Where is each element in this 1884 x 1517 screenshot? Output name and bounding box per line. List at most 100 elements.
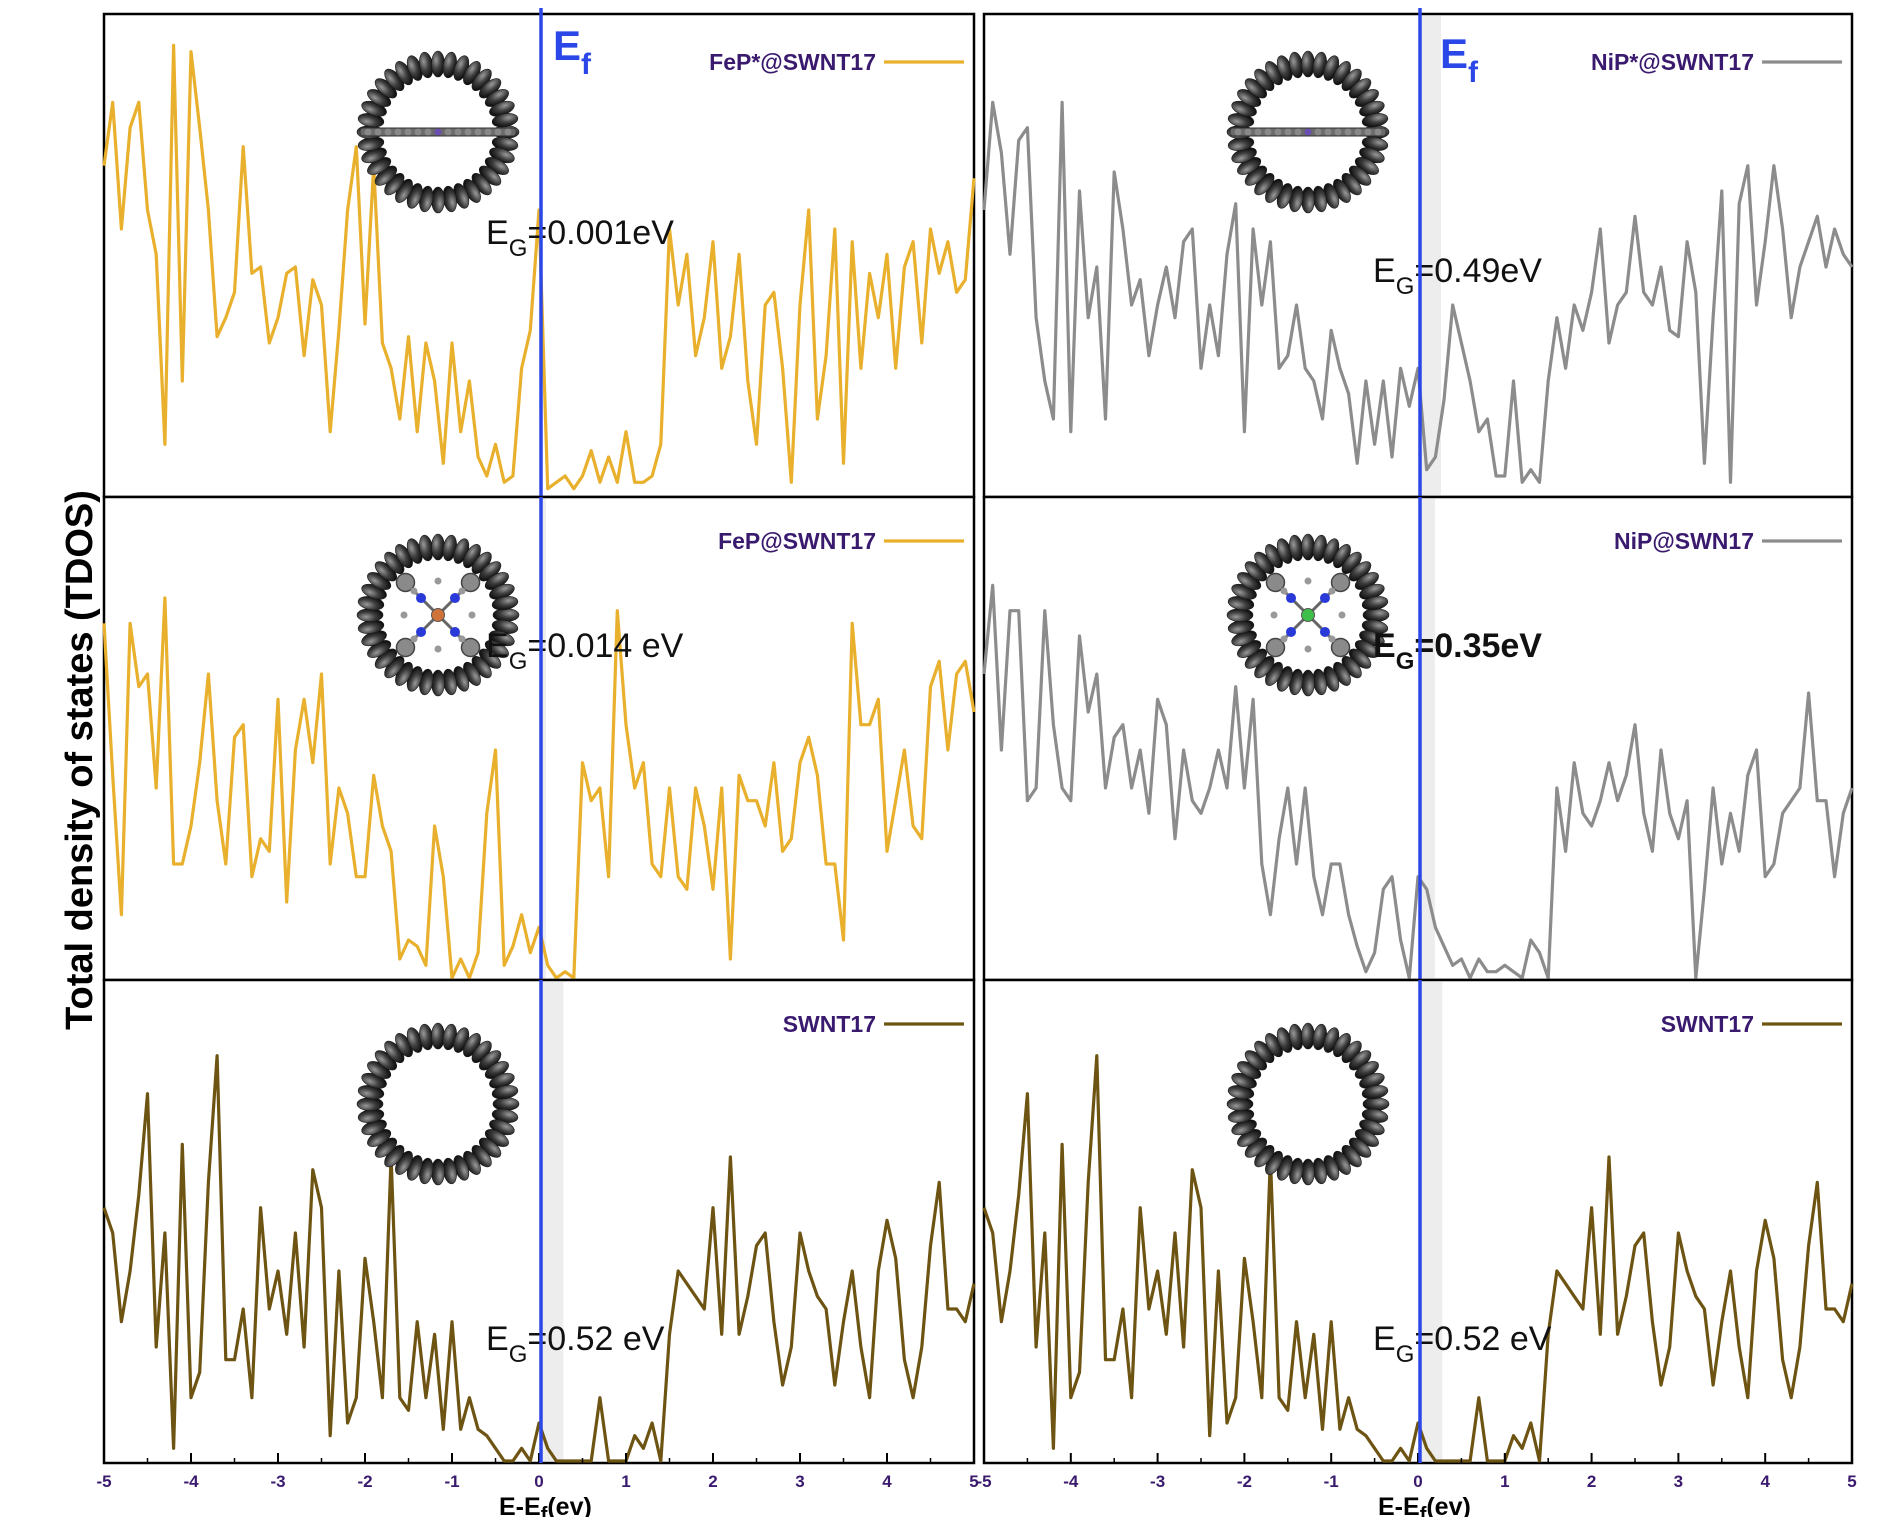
nanotube-atom bbox=[1361, 596, 1389, 611]
fermi-level-label: Ef bbox=[553, 22, 592, 81]
x-tick-label: 3 bbox=[795, 1472, 804, 1491]
phenyl-ring bbox=[460, 572, 481, 593]
porphyrin-atom bbox=[384, 128, 392, 136]
carbon-atom bbox=[458, 635, 466, 643]
carbon-atom bbox=[1280, 635, 1288, 643]
nanotube-atom bbox=[1301, 533, 1315, 561]
fermi-level-label: Ef bbox=[1440, 30, 1479, 89]
tdos-panel: SWNT17 EG=0.52 eV -5 -4 -3 -2 -1 0 1 2 3 4 5 E-Ef(ev) bbox=[976, 978, 1857, 1517]
x-tick-label: -3 bbox=[1150, 1472, 1165, 1491]
nanotube-atom bbox=[1301, 186, 1315, 214]
nanotube-atom bbox=[431, 1158, 445, 1186]
band-gap-annotation: EG=0.014 eV bbox=[486, 627, 684, 675]
nanotube-illustration bbox=[356, 1022, 520, 1186]
x-tick-label: 0 bbox=[534, 1472, 543, 1491]
band-gap-region bbox=[1419, 499, 1435, 978]
x-tick-label: -2 bbox=[1237, 1472, 1252, 1491]
porphyrin-atom bbox=[484, 128, 492, 136]
nanotube-atom bbox=[431, 533, 445, 561]
nanotube-atom bbox=[1361, 1085, 1389, 1100]
legend-label: SWNT17 bbox=[783, 1011, 876, 1037]
porphyrin-atom bbox=[1374, 128, 1382, 136]
tdos-series-line bbox=[982, 583, 1854, 980]
x-tick-label: 1 bbox=[1500, 1472, 1509, 1491]
x-tick-label: -4 bbox=[183, 1472, 199, 1491]
legend-label: FeP@SWNT17 bbox=[718, 528, 876, 554]
band-gap-region bbox=[540, 499, 546, 978]
tdos-series-line bbox=[102, 596, 976, 980]
x-tick-label: 2 bbox=[1587, 1472, 1596, 1491]
carbon-atom bbox=[458, 587, 466, 595]
tdos-panel: NiP*@SWNT17 EG=0.49eV Ef bbox=[982, 8, 1854, 499]
x-tick-label: 2 bbox=[708, 1472, 717, 1491]
x-tick-label: -5 bbox=[96, 1472, 111, 1491]
x-tick-label: 3 bbox=[1674, 1472, 1683, 1491]
x-tick-label: -5 bbox=[976, 1472, 991, 1491]
porphyrin-atom bbox=[1324, 128, 1332, 136]
band-gap-annotation: EG=0.49eV bbox=[1373, 252, 1542, 300]
band-gap-region bbox=[540, 982, 564, 1461]
band-gap-annotation: EG=0.001eV bbox=[486, 214, 674, 262]
nanotube-atom bbox=[1226, 1097, 1254, 1111]
tdos-panel: FeP@SWNT17 EG=0.014 eV bbox=[102, 495, 976, 982]
nitrogen-atom bbox=[449, 593, 460, 604]
carbon-atom bbox=[434, 577, 442, 585]
porphyrin-atom bbox=[1364, 128, 1372, 136]
porphyrin-atom bbox=[424, 128, 432, 136]
panel-frame bbox=[982, 978, 1854, 1465]
nanotube-illustration bbox=[356, 533, 520, 697]
phenyl-ring bbox=[460, 637, 481, 658]
carbon-atom bbox=[1280, 587, 1288, 595]
tdos-series-line bbox=[982, 1054, 1854, 1463]
legend-label: NiP@SWN17 bbox=[1614, 528, 1754, 554]
x-tick-label: 4 bbox=[882, 1472, 892, 1491]
tdos-series-line bbox=[102, 1054, 976, 1463]
nanotube-atom bbox=[492, 608, 520, 622]
x-tick-label: -1 bbox=[444, 1472, 459, 1491]
carbon-atom bbox=[1328, 587, 1336, 595]
porphyrin-atom bbox=[1354, 128, 1362, 136]
phenyl-ring bbox=[1265, 637, 1286, 658]
nanotube-atom bbox=[356, 1097, 384, 1111]
x-tick-label: 1 bbox=[621, 1472, 630, 1491]
nitrogen-atom bbox=[1319, 626, 1330, 637]
band-gap-annotation: EG=0.52 eV bbox=[486, 1320, 665, 1368]
porphyrin-atom bbox=[1304, 128, 1312, 136]
phenyl-ring bbox=[395, 637, 416, 658]
x-tick-label: -3 bbox=[270, 1472, 285, 1491]
nanotube-illustration bbox=[1226, 50, 1390, 214]
x-tick-label: -4 bbox=[1063, 1472, 1079, 1491]
nanotube-atom bbox=[1362, 1097, 1390, 1111]
nanotube-atom bbox=[1301, 669, 1315, 697]
band-gap-region bbox=[1419, 16, 1442, 495]
panel-frame bbox=[102, 978, 976, 1465]
nitrogen-atom bbox=[416, 593, 427, 604]
nanotube-atom bbox=[491, 596, 519, 611]
carbon-atom bbox=[410, 635, 418, 643]
nanotube-atom bbox=[492, 1097, 520, 1111]
nanotube-atom bbox=[1301, 50, 1315, 78]
nanotube-atom bbox=[1301, 1158, 1315, 1186]
nitrogen-atom bbox=[416, 626, 427, 637]
legend-label: NiP*@SWNT17 bbox=[1591, 49, 1754, 75]
carbon-atom bbox=[468, 611, 476, 619]
porphyrin-atom bbox=[474, 128, 482, 136]
porphyrin-atom bbox=[404, 128, 412, 136]
nitrogen-atom bbox=[1286, 626, 1297, 637]
nanotube-atom bbox=[1361, 113, 1389, 128]
band-gap-annotation: EG=0.35eV bbox=[1373, 627, 1542, 675]
panel-frame bbox=[982, 495, 1854, 982]
carbon-atom bbox=[1338, 611, 1346, 619]
nitrogen-atom bbox=[449, 626, 460, 637]
x-tick-label: 5 bbox=[1847, 1472, 1856, 1491]
nanotube-atom bbox=[1362, 608, 1390, 622]
porphyrin-atom bbox=[1284, 128, 1292, 136]
panel-frame bbox=[102, 495, 976, 982]
carbon-atom bbox=[410, 587, 418, 595]
porphyrin-atom bbox=[504, 128, 512, 136]
porphyrin-atom bbox=[494, 128, 502, 136]
phenyl-ring bbox=[1330, 637, 1351, 658]
carbon-atom bbox=[1328, 635, 1336, 643]
porphyrin-atom bbox=[1334, 128, 1342, 136]
porphyrin-atom bbox=[1274, 128, 1282, 136]
